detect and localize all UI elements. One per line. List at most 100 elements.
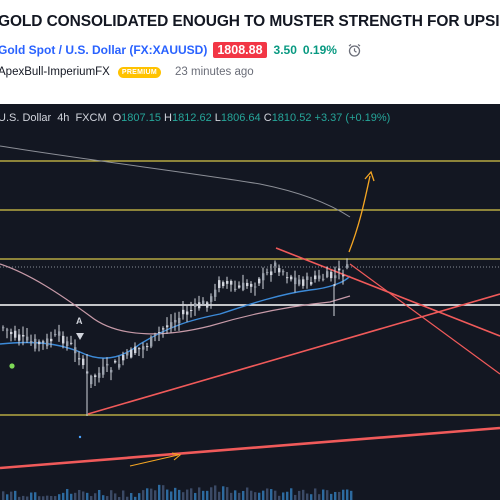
candle-body [126, 351, 129, 356]
volume-bar [166, 489, 169, 500]
legend-symbol: U.S. Dollar [0, 112, 52, 124]
candle-body [230, 280, 233, 285]
volume-bar [298, 490, 301, 500]
volume-bar [154, 490, 157, 500]
volume-bar [10, 491, 13, 500]
candle-body [314, 275, 317, 280]
candle-body [326, 271, 329, 278]
volume-bar [190, 488, 193, 500]
volume-bar [326, 490, 329, 500]
premium-badge: PREMIUM [117, 66, 161, 78]
legend-change: +3.37 (+0.19%) [314, 112, 391, 124]
candle-body [310, 282, 313, 285]
candle-body [278, 268, 281, 273]
volume-bar [42, 496, 45, 500]
legend-close: 1810.52 [271, 112, 312, 124]
candle-body [194, 303, 197, 307]
candle-body [234, 288, 237, 290]
candle-body [242, 282, 245, 290]
volume-bar [158, 484, 161, 500]
volume-bar [230, 492, 233, 500]
alarm-clock-icon[interactable] [347, 43, 362, 58]
candle-body [150, 336, 153, 347]
volume-bar [18, 496, 21, 500]
candle-body [206, 302, 209, 308]
volume-bar [138, 493, 141, 500]
signal-dot-blue [78, 435, 82, 439]
legend-low: 1806.64 [220, 112, 261, 124]
small-arrow [129, 454, 179, 467]
chart-canvas[interactable] [0, 104, 500, 500]
idea-title: GOLD CONSOLIDATED ENOUGH TO MUSTER STREN… [0, 13, 500, 30]
volume-bar [70, 493, 73, 500]
volume-bar [222, 486, 225, 500]
volume-bar [350, 490, 353, 500]
candle-body [182, 309, 185, 315]
volume-bar [202, 490, 205, 500]
volume-bar [226, 487, 229, 500]
candle-body [22, 335, 25, 337]
volume-bar [170, 491, 173, 500]
candle-body [62, 335, 65, 344]
candle-body [134, 346, 137, 354]
candle-body [266, 272, 269, 274]
projection-arrow-head [364, 170, 375, 182]
volume-bar [254, 492, 257, 500]
symbol-link[interactable]: Gold Spot / U.S. Dollar (FX:XAUUSD) [0, 43, 208, 57]
marker-a-label: A [76, 316, 83, 326]
candle-body [270, 271, 273, 276]
candle-body [162, 328, 165, 330]
volume-bar [58, 494, 61, 500]
candle-body [66, 341, 69, 347]
candle-body [130, 349, 133, 358]
volume-bar [278, 495, 281, 500]
candle-body [18, 334, 21, 341]
volume-bar [218, 491, 221, 500]
volume-bar [314, 488, 317, 500]
volume-bar [118, 496, 121, 500]
candle-body [94, 375, 97, 378]
published-time: 23 minutes ago [175, 66, 254, 78]
volume-bar [174, 487, 177, 500]
candle-body [50, 338, 53, 342]
marker-a-triangle [76, 333, 84, 340]
candle-body [322, 278, 325, 280]
volume-bar [302, 489, 305, 500]
author-row: ApexBull-ImperiumFX PREMIUM 23 minutes a… [0, 64, 254, 80]
legend-open: 1807.15 [121, 112, 161, 124]
price-chart[interactable]: U.S. Dollar 4h FXCM O1807.15 H1812.62 L1… [0, 104, 500, 500]
ma-pink [0, 263, 351, 335]
candle-body [70, 342, 73, 344]
candle-body [330, 271, 333, 279]
candle-body [198, 302, 201, 309]
candle-body [170, 322, 173, 329]
volume-bar [246, 487, 249, 500]
volume-bar [214, 485, 217, 500]
volume-bar [62, 492, 65, 500]
volume-bar [110, 490, 113, 500]
candle-body [238, 285, 241, 288]
symbol-row: Gold Spot / U.S. Dollar (FX:XAUUSD) 1808… [0, 40, 362, 60]
volume-bar [14, 490, 17, 500]
candle-body [34, 338, 37, 349]
candle-body [2, 327, 5, 329]
volume-bar [114, 493, 117, 500]
candle-body [98, 372, 101, 378]
volume-bar [74, 492, 77, 500]
candle-body [26, 336, 29, 341]
volume-bar [134, 496, 137, 500]
author-name[interactable]: ApexBull-ImperiumFX [0, 66, 110, 78]
candle-body [106, 363, 109, 366]
legend-source: FXCM [75, 112, 107, 124]
candle-body [166, 325, 169, 328]
volume-bar [330, 493, 333, 500]
volume-bar [150, 488, 153, 500]
volume-bar [338, 491, 341, 500]
volume-bar [78, 489, 81, 500]
candle-body [286, 277, 289, 279]
volume-bar [46, 495, 49, 500]
legend-interval: 4h [57, 112, 70, 124]
candle-body [294, 277, 297, 285]
volume-bar [294, 494, 297, 500]
volume-bar [274, 490, 277, 500]
